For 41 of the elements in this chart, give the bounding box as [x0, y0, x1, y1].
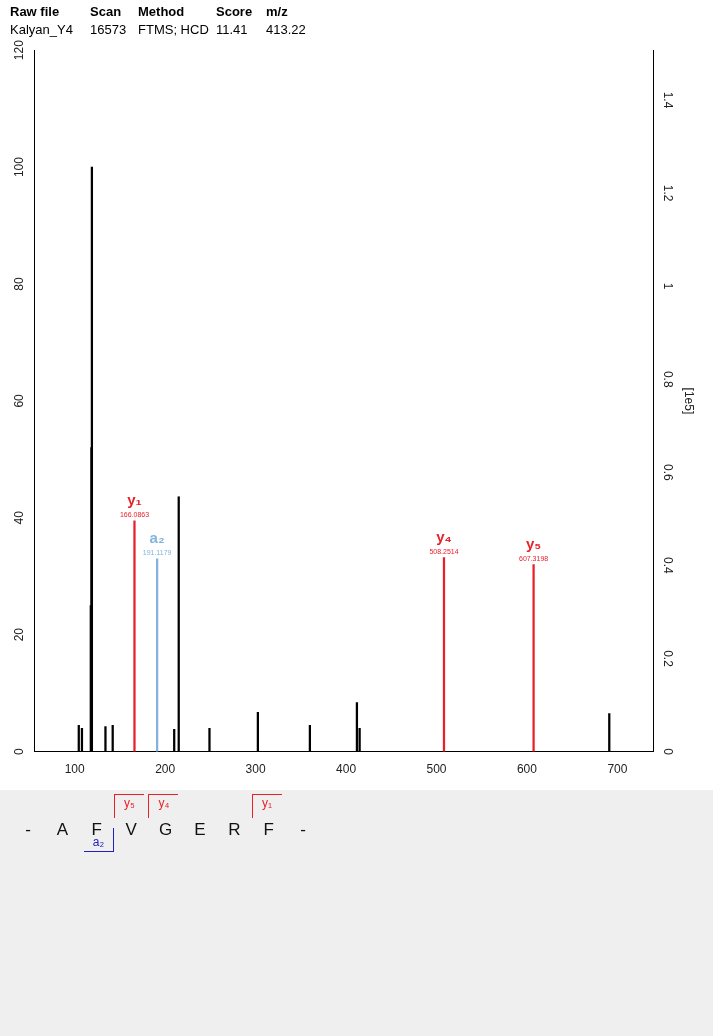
y-tick-label: 120 — [12, 39, 27, 61]
x-tick-label: 700 — [607, 762, 628, 777]
y2-tick-label: 0.4 — [661, 557, 676, 575]
annotation: y₅ — [525, 535, 542, 553]
x-tick-label: 500 — [426, 762, 447, 777]
y2-tick-label: 0.8 — [661, 370, 676, 388]
fragment-bracket-right: y₁ — [251, 794, 282, 818]
text: Raw file — [10, 4, 61, 21]
y2-tick-label: 1.2 — [661, 184, 676, 202]
text: 16573 — [90, 22, 128, 39]
text: 413.22 — [266, 22, 307, 39]
text: Kalyan_Y4 — [10, 22, 74, 39]
y2-tick-label: 1.4 — [661, 91, 676, 109]
y2-tick-label: 0.6 — [661, 464, 676, 482]
x-tick-label: 100 — [64, 762, 86, 777]
x-tick-label: 400 — [336, 762, 357, 777]
y2-axis-title: [1e5] — [682, 387, 697, 415]
text: - A F V G E R F - — [25, 820, 307, 839]
fragment-bracket-right: y₄ — [148, 794, 179, 818]
y-tick-label: 0 — [12, 747, 27, 755]
annotation: y₁ — [127, 491, 142, 509]
x-tick-label: 300 — [245, 762, 266, 777]
y-tick-label: 100 — [12, 156, 27, 178]
annotation: a₂ — [149, 529, 165, 547]
y-tick-label: 20 — [12, 627, 27, 642]
x-tick-label: 600 — [516, 762, 538, 777]
y-tick-label: 80 — [12, 277, 27, 291]
y2-tick-label: 0.2 — [661, 650, 676, 668]
y2-tick-label: 0 — [661, 748, 676, 756]
text: FTMS; HCD — [138, 22, 210, 39]
y-tick-label: 40 — [12, 510, 27, 525]
annotation: y₄ — [436, 528, 452, 546]
text: Score — [216, 4, 254, 21]
x-tick-label: 200 — [155, 762, 176, 777]
text: Scan — [90, 4, 123, 21]
text: Method — [138, 4, 186, 21]
y-tick-label: 60 — [12, 393, 27, 408]
y2-tick-label: 1 — [661, 282, 676, 290]
text: 11.41 — [216, 22, 249, 39]
text: m/z — [266, 4, 289, 21]
fragment-bracket-right: y₅ — [114, 794, 144, 818]
